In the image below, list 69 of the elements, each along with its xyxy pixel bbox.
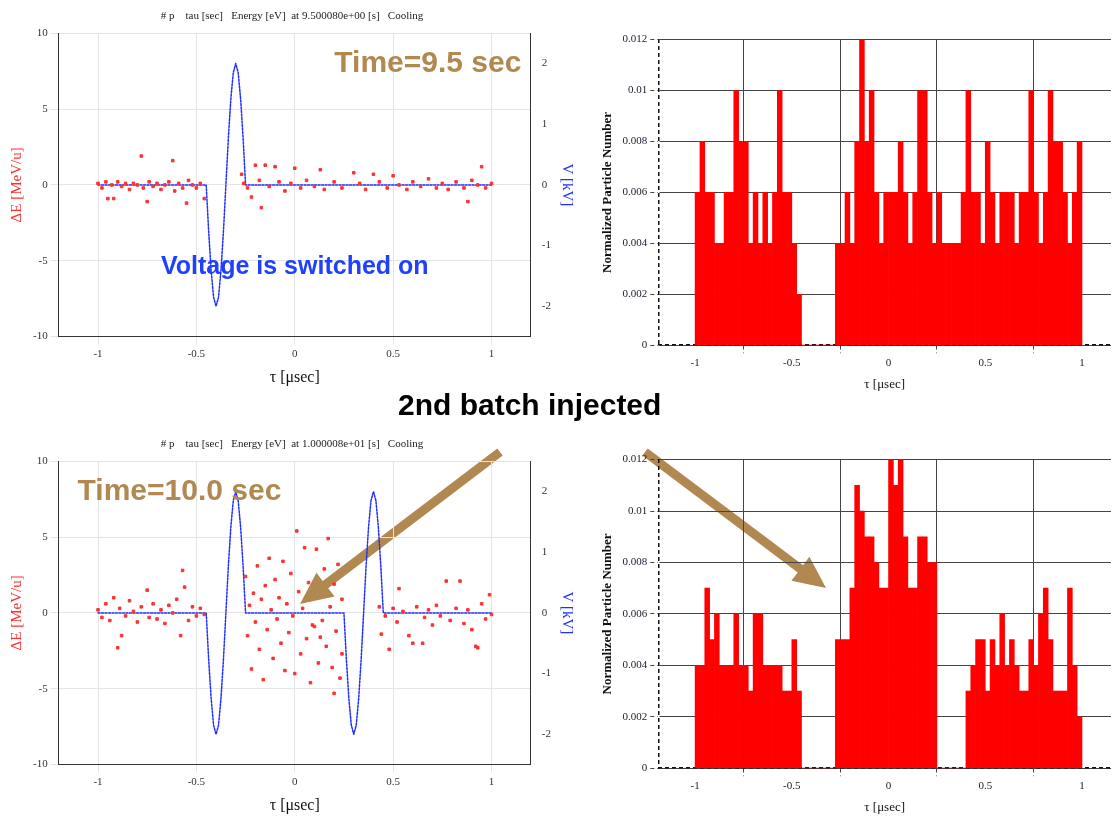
y-tick-label: 10 (36, 26, 49, 39)
x-tick-label: 0.5 (978, 355, 993, 368)
y-tick-label: -10 (32, 329, 49, 342)
chart-title: # p tau [sec] Energy [eV] at 9.500080e+00 [s] Cooling (160, 9, 424, 22)
y2-tick-label: 0 (541, 177, 548, 190)
y-tick-label: -5 (38, 253, 49, 266)
y-tick-label: 0 (42, 177, 49, 190)
y2-axis-title: V [kV] (560, 163, 577, 207)
x-tick-label: -1 (690, 355, 700, 368)
y-tick-label: 5 (42, 101, 49, 114)
y-tick-label: 0.004 (622, 658, 648, 671)
y-axis-title: ΔE [MeV/u] (7, 147, 24, 223)
x-tick-label: 0.5 (386, 775, 401, 788)
y2-tick-label: 2 (541, 56, 548, 69)
x-tick-label: 1 (488, 347, 495, 360)
y-tick-label: -5 (38, 681, 49, 694)
x-tick-label: -1 (690, 778, 700, 791)
y-tick-label: 0.002 (622, 287, 648, 300)
x-tick-label: 0 (292, 347, 298, 360)
x-tick-label: 1 (488, 775, 495, 788)
x-tick-label: -0.5 (187, 775, 206, 788)
y-tick-label: 0.01 (628, 83, 648, 96)
x-tick-label: 0.5 (386, 347, 401, 360)
y-tick-label: 5 (42, 529, 49, 542)
x-tick-label: 0 (292, 775, 298, 788)
annotation: Time=10.0 sec (77, 472, 282, 506)
y-axis-title: ΔE [MeV/u] (7, 575, 24, 651)
annotation: Time=9.5 sec (334, 44, 522, 78)
y-tick-label: 0.002 (622, 709, 648, 722)
y-tick-label: 0 (641, 761, 648, 774)
x-tick-label: 0 (885, 355, 892, 368)
y2-tick-label: 0 (541, 605, 548, 618)
x-axis-title: τ [μsec] (864, 375, 906, 391)
y2-tick-label: -2 (541, 299, 552, 312)
x-tick-label: -0.5 (783, 778, 802, 791)
y-tick-label: 0.006 (622, 185, 648, 198)
y-tick-label: 0.008 (622, 134, 648, 147)
y-tick-label: -10 (32, 757, 49, 770)
y-axis-title: Normalized Particle Number (599, 533, 615, 695)
y-tick-label: 0.012 (622, 32, 648, 45)
y2-tick-label: -1 (541, 238, 552, 251)
y-tick-label: 0.012 (622, 452, 648, 465)
text: 2nd batch injected (398, 388, 662, 422)
x-tick-label: 0.5 (978, 778, 993, 791)
x-tick-label: -1 (93, 775, 103, 788)
y-tick-label: 0.01 (628, 503, 648, 516)
y2-tick-label: 1 (541, 545, 548, 558)
y-tick-label: 0.004 (622, 236, 648, 249)
x-axis-title: τ [μsec] (864, 798, 906, 814)
chart-title: # p tau [sec] Energy [eV] at 1.000008e+01 [s] Cooling (160, 437, 424, 450)
x-tick-label: 1 (1079, 778, 1085, 791)
x-axis-title: τ [μsec] (269, 367, 320, 386)
y2-axis-title: V [kV] (560, 591, 577, 635)
y-tick-label: 0 (641, 338, 648, 351)
x-tick-label: -0.5 (783, 355, 802, 368)
x-axis-title: τ [μsec] (269, 795, 320, 814)
x-tick-label: 1 (1079, 355, 1085, 368)
y-tick-label: 10 (36, 454, 49, 467)
y2-tick-label: -1 (541, 666, 552, 679)
x-tick-label: -1 (93, 347, 103, 360)
y2-tick-label: 1 (541, 117, 548, 130)
y-tick-label: 0 (42, 605, 49, 618)
y2-tick-label: -2 (541, 727, 552, 740)
x-tick-label: 0 (885, 778, 892, 791)
y-axis-title: Normalized Particle Number (599, 111, 615, 273)
y-tick-label: 0.006 (622, 606, 648, 619)
x-tick-label: -0.5 (187, 347, 206, 360)
y-tick-label: 0.008 (622, 555, 648, 568)
y2-tick-label: 2 (541, 484, 548, 497)
